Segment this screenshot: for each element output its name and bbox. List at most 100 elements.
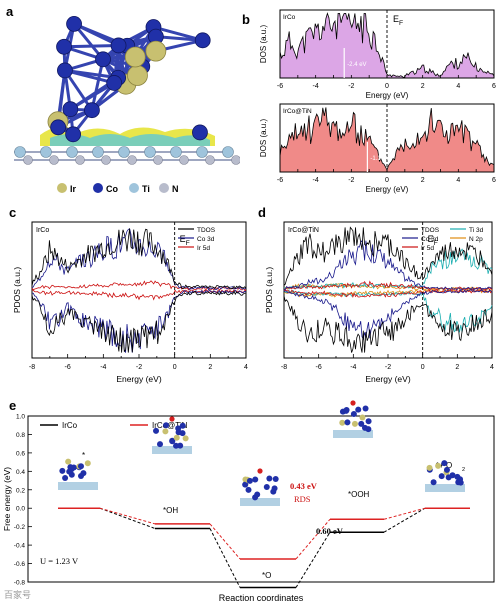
thumb-atom bbox=[339, 419, 346, 426]
thumb-atom bbox=[66, 468, 73, 475]
step-label: *OOH bbox=[348, 490, 370, 499]
thumb-atom bbox=[77, 463, 84, 470]
x-tick-label: -4 bbox=[313, 177, 319, 184]
ti-atom bbox=[14, 146, 26, 158]
x-tick-label: -6 bbox=[316, 364, 322, 371]
y-tick-label: -0.8 bbox=[14, 580, 26, 587]
legend-co-dot bbox=[93, 183, 103, 193]
step-label: *O bbox=[262, 571, 271, 580]
thumb-atom bbox=[441, 460, 448, 467]
ti-atom bbox=[144, 146, 156, 158]
x-tick-label: 4 bbox=[244, 364, 248, 371]
panel-label-c: c bbox=[9, 205, 17, 220]
thumb-atom bbox=[365, 418, 372, 425]
thumb-atom bbox=[179, 422, 186, 429]
ti-atom bbox=[92, 146, 104, 158]
y-tick-label: -0.4 bbox=[14, 543, 26, 550]
substrate-atoms bbox=[14, 146, 240, 165]
bond bbox=[63, 69, 94, 112]
thumb-atom bbox=[67, 464, 74, 471]
structure-illustration: Ir Co Ti N bbox=[14, 16, 240, 194]
bond bbox=[64, 68, 115, 85]
y-axis-label: DOS (a.u.) bbox=[259, 25, 268, 64]
x-axis-label: Energy (eV) bbox=[365, 374, 411, 384]
thumb-atom bbox=[343, 407, 350, 414]
y-tick-label: 0.0 bbox=[16, 506, 25, 513]
x-axis-label: Energy (eV) bbox=[366, 91, 409, 100]
pdos-line-ir-5d-up bbox=[31, 280, 247, 291]
legend-ir-dot bbox=[57, 183, 67, 193]
ir-atom bbox=[124, 46, 146, 68]
legend-label: N 2p bbox=[469, 236, 483, 243]
co-atom bbox=[56, 38, 72, 55]
y-axis-label: PDOS (a.u.) bbox=[264, 267, 274, 313]
d-band-center-label: -2.4 eV bbox=[347, 62, 366, 68]
y-axis-label: Free energy (eV) bbox=[2, 467, 12, 531]
x-tick-label: -4 bbox=[350, 364, 356, 371]
legend-n-label: N bbox=[172, 184, 179, 194]
x-tick-label: 4 bbox=[456, 83, 460, 90]
pdos-line-co-3d-down bbox=[31, 289, 247, 353]
transition-line bbox=[99, 507, 156, 525]
thumb-substrate bbox=[425, 484, 465, 492]
x-tick-label: -4 bbox=[313, 83, 319, 90]
panel-a-structure: Ir Co Ti N bbox=[14, 16, 240, 194]
panel-title: IrCo@TiN bbox=[283, 108, 312, 115]
dos-fill-area bbox=[280, 107, 494, 172]
thumb-atom bbox=[355, 406, 362, 413]
bond bbox=[73, 22, 120, 47]
y-tick-label: 1.0 bbox=[16, 414, 25, 421]
transition-line bbox=[383, 507, 426, 520]
thumb-atom bbox=[344, 419, 351, 426]
thumb-substrate bbox=[58, 482, 98, 490]
co-atom bbox=[95, 51, 111, 68]
transition-line bbox=[209, 523, 241, 560]
thumb-substrate bbox=[333, 430, 373, 438]
co-atom bbox=[62, 101, 79, 118]
y-axis-label: PDOS (a.u.) bbox=[12, 267, 22, 313]
thumb-atom bbox=[153, 427, 160, 434]
thumb-adsorbate-o bbox=[350, 400, 356, 406]
panel-title: IrCo bbox=[283, 14, 296, 21]
n-atom bbox=[101, 155, 111, 165]
ti-atom bbox=[222, 146, 234, 158]
pdos-line-tdos-down bbox=[31, 290, 247, 353]
x-tick-label: 6 bbox=[492, 177, 496, 184]
legend-label: Co 3d bbox=[197, 236, 215, 243]
pdos-line-co-3d-up bbox=[283, 239, 493, 291]
x-tick-label: -2 bbox=[136, 364, 142, 371]
co-atom bbox=[194, 32, 211, 49]
legend-n-dot bbox=[159, 183, 169, 193]
co-atom bbox=[57, 62, 73, 79]
thumb-atom bbox=[173, 442, 180, 449]
legend-label: Ir 5d bbox=[197, 245, 210, 252]
y-tick-label: -0.6 bbox=[14, 561, 26, 568]
thumb-atom bbox=[457, 476, 464, 483]
panel-d-pdos: EF -8 -6 -4 -2 0 2 4 Energy (eV) PDOS (a.u.) IrCo@… bbox=[264, 221, 494, 384]
ti-atom bbox=[196, 146, 208, 158]
legend-ti-dot bbox=[129, 183, 139, 193]
ir-atom bbox=[145, 40, 167, 62]
bond bbox=[69, 81, 115, 111]
n-atom bbox=[231, 155, 240, 165]
co-atom bbox=[50, 119, 67, 136]
n-atom bbox=[75, 155, 85, 165]
thumb-substrate bbox=[240, 498, 280, 506]
thumb-adsorbate-o bbox=[169, 416, 175, 422]
panel-label-b: b bbox=[242, 12, 250, 27]
x-tick-label: -2 bbox=[385, 364, 391, 371]
y-tick-label: 0.4 bbox=[16, 469, 25, 476]
thumb-atom bbox=[350, 411, 357, 418]
thumb-atom bbox=[65, 458, 72, 465]
x-axis-label: Energy (eV) bbox=[116, 374, 162, 384]
pdos-line-ir-5d-down bbox=[283, 289, 493, 298]
co-atom bbox=[84, 102, 100, 119]
thumb-atom bbox=[246, 477, 253, 484]
x-tick-label: 2 bbox=[208, 364, 212, 371]
n-atom bbox=[153, 155, 163, 165]
annotation-rds: RDS bbox=[294, 494, 311, 504]
n-atom bbox=[179, 155, 189, 165]
y-tick-label: -0.2 bbox=[14, 524, 26, 531]
panel-c-pdos: EF -8 -6 -4 -2 0 2 4 Energy (eV) PDOS (a.u.) IrCo T… bbox=[12, 221, 248, 384]
thumb-atom bbox=[175, 429, 182, 436]
